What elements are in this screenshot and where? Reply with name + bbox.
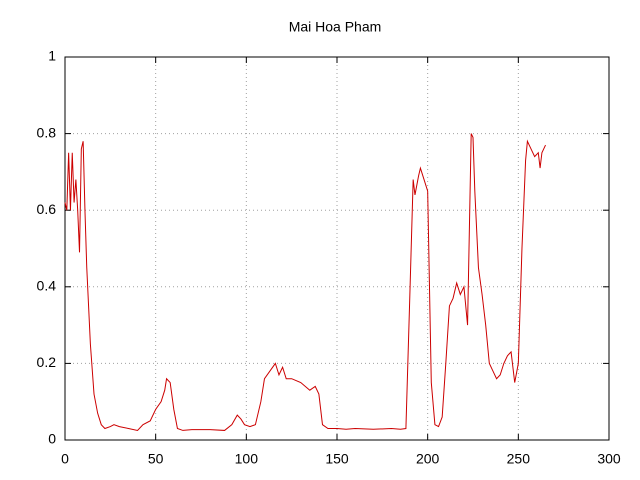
y-tick-label: 0.4 (37, 278, 57, 294)
y-tick-label: 0.6 (37, 201, 57, 217)
x-tick-label: 50 (148, 451, 164, 467)
x-tick-label: 250 (507, 451, 531, 467)
x-tick-label: 300 (597, 451, 621, 467)
y-tick-label: 0.2 (37, 354, 57, 370)
x-tick-label: 200 (416, 451, 440, 467)
chart-title: Mai Hoa Pham (289, 19, 382, 35)
x-tick-label: 0 (61, 451, 69, 467)
data-line (64, 133, 546, 431)
plot-frame (64, 56, 610, 441)
y-tick-label: 1 (48, 48, 56, 64)
x-tick-label: 100 (235, 451, 259, 467)
y-tick-label: 0.8 (37, 124, 57, 140)
y-tick-label: 0 (48, 431, 56, 447)
x-tick-label: 150 (325, 451, 349, 467)
